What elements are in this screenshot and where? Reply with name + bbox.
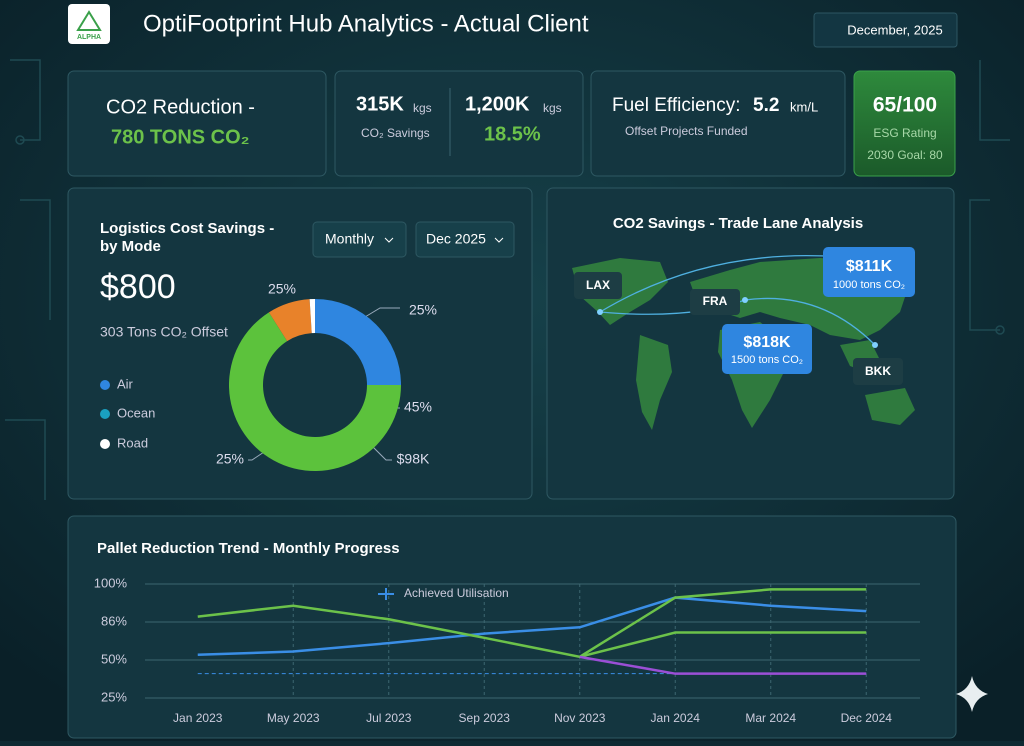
chevron [384, 237, 394, 243]
period-dropdown[interactable] [312, 221, 407, 258]
y-tick-label: 86% [101, 613, 127, 628]
node-label: LAX [586, 278, 610, 292]
month-dropdown[interactable] [415, 221, 515, 258]
panel-title: CO2 Savings - Trade Lane Analysis [613, 215, 863, 232]
kpi-label: CO₂ Savings [361, 126, 430, 140]
segment-label: 45% [404, 399, 432, 415]
y-tick-label: 25% [101, 689, 127, 704]
date-box[interactable] [813, 12, 958, 48]
kpi-label: CO2 Reduction - [106, 96, 255, 118]
x-tick-label: Jan 2024 [651, 711, 701, 725]
cost-panel [67, 187, 533, 500]
x-tick-label: Jan 2023 [173, 711, 223, 725]
sparkle-icon [956, 676, 988, 712]
legend-label: Road [117, 435, 148, 450]
chevron [494, 237, 504, 243]
esg-value: 65/100 [873, 94, 937, 117]
line-series [579, 655, 867, 675]
legend-dot [100, 409, 110, 419]
callout-sub: 1000 tons CO₂ [833, 279, 905, 291]
kpi-unit: kgs [413, 101, 432, 115]
legend-label: Ocean [117, 405, 155, 420]
kpi-value: 5.2 [753, 95, 779, 116]
logo-icon [76, 10, 102, 31]
node-label: BKK [865, 364, 891, 378]
dropdown-text: Monthly [325, 231, 374, 247]
line-series [579, 631, 867, 659]
kpi-unit: km/L [790, 99, 818, 114]
donut-segment [309, 299, 315, 334]
kpi-sub: Offset Projects Funded [625, 124, 748, 138]
callout [722, 324, 812, 374]
line-series [197, 588, 867, 659]
kpi-value: 18.5% [484, 123, 541, 145]
amount: $800 [100, 268, 176, 306]
kpi-value: 315K [356, 93, 404, 115]
circuit-decoration [5, 59, 1010, 500]
dropdown-text: Dec 2025 [426, 231, 486, 247]
callout-sub: 1500 tons CO₂ [731, 354, 803, 366]
kpi-label: Fuel Efficiency: [612, 95, 740, 116]
kpi-value: 1,200K [465, 93, 530, 115]
trend-panel [67, 515, 957, 739]
donut-segment [268, 299, 312, 342]
legend-dot [100, 439, 110, 449]
x-tick-label: Sep 2023 [459, 711, 511, 725]
x-tick-label: Mar 2024 [745, 711, 796, 725]
legend: Air Ocean Road [100, 376, 155, 450]
kpi-cards [67, 70, 846, 177]
segment-label: 25% [268, 281, 296, 297]
legend-marker [378, 588, 394, 600]
segment-label: 25% [409, 302, 437, 318]
date: December, 2025 [847, 22, 942, 37]
logo-text: ALPHA [77, 34, 101, 41]
legend-label: Achieved Utilisation [404, 586, 509, 600]
donut-segment [229, 312, 401, 471]
legend-label: Air [117, 376, 134, 391]
logo [68, 4, 110, 44]
segment-label: 25% [216, 451, 244, 467]
callout [823, 247, 915, 297]
esg-label: ESG Rating [873, 126, 936, 140]
callout-value: $818K [743, 334, 791, 351]
esg-goal: 2030 Goal: 80 [867, 148, 943, 162]
y-tick-label: 100% [94, 575, 128, 590]
segment-label: $98K [397, 451, 430, 467]
panel-title: by Mode [100, 238, 161, 255]
x-tick-label: Nov 2023 [554, 711, 606, 725]
callout-value: $811K [846, 258, 893, 275]
kpi-unit: kgs [543, 101, 562, 115]
node-label: FRA [703, 294, 728, 308]
y-tick-label: 50% [101, 651, 127, 666]
x-tick-label: Jul 2023 [366, 711, 412, 725]
legend-dot [100, 380, 110, 390]
x-tick-label: Dec 2024 [841, 711, 893, 725]
x-tick-label: May 2023 [267, 711, 320, 725]
donut-segment [315, 299, 401, 385]
kpi-value: 780 TONS CO₂ [111, 126, 250, 148]
page-title: OptiFootprint Hub Analytics - Actual Cli… [143, 10, 589, 37]
panel-title: Logistics Cost Savings - [100, 220, 274, 237]
route-points [597, 297, 878, 348]
esg-card [853, 70, 956, 177]
node-labels: LAX FRA BKK [574, 272, 903, 385]
offset-text: 303 Tons CO₂ Offset [100, 324, 228, 340]
chart-title: Pallet Reduction Trend - Monthly Progres… [97, 540, 400, 557]
line-series [197, 596, 867, 656]
